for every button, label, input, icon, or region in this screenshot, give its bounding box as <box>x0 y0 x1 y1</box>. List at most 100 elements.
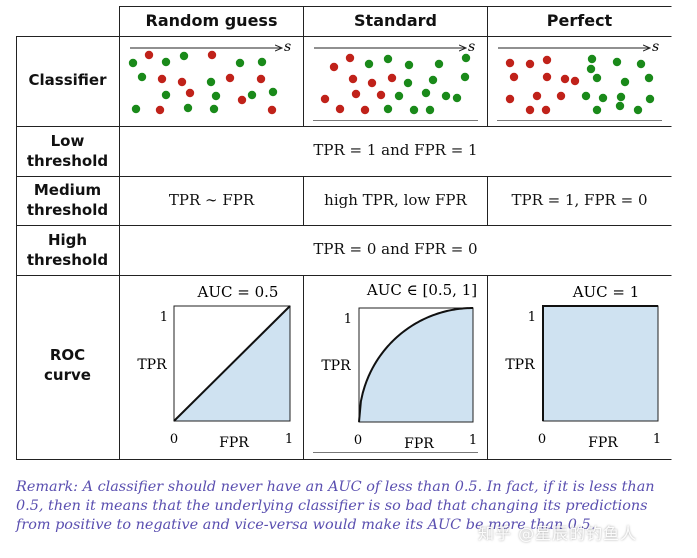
score-axis-label-perfect: s <box>652 39 659 55</box>
negative-dot <box>376 90 386 100</box>
ytick-one-random: 1 <box>160 310 168 325</box>
positive-dot <box>581 91 591 101</box>
roc-summary-table: Random guess Standard Perfect Classifier… <box>16 6 672 460</box>
xtick-zero-standard: 0 <box>354 433 362 448</box>
auc-label-random: AUC = 0.5 <box>197 283 279 301</box>
ytick-one-standard: 1 <box>344 312 352 327</box>
ylabel-random: TPR <box>137 357 167 373</box>
roc-panel-standard: AUC ∈ [0.5, 1] 1 TPR 0 FPR 1 <box>321 281 477 452</box>
negative-dot <box>556 91 566 101</box>
negative-dot <box>509 72 519 82</box>
negative-dot <box>542 55 552 65</box>
positive-dot <box>364 59 374 69</box>
negative-dot <box>345 53 355 63</box>
xlabel-perfect: FPR <box>588 435 618 451</box>
positive-dot <box>425 105 435 115</box>
positive-dot <box>128 58 138 68</box>
medium-standard-cell: high TPR, low FPR <box>324 191 467 209</box>
ylabel-standard: TPR <box>321 358 351 374</box>
negative-dot <box>320 94 330 104</box>
positive-dot <box>235 58 245 68</box>
negative-dot <box>185 88 195 98</box>
positive-dot <box>137 72 147 82</box>
negative-dot <box>505 58 515 68</box>
row-label-roc-line2: curve <box>44 366 91 384</box>
negative-dot <box>542 72 552 82</box>
header-random-guess: Random guess <box>145 11 278 30</box>
xlabel-standard: FPR <box>404 436 434 452</box>
positive-dot <box>383 104 393 114</box>
row-label-medium-line1: Medium <box>33 181 102 199</box>
row-label-low-line1: Low <box>50 132 85 150</box>
positive-dot <box>206 77 216 87</box>
positive-dot <box>211 91 221 101</box>
remark-text: Remark: A classifier should never have a… <box>16 479 655 533</box>
row-label-medium-threshold: Medium threshold <box>16 180 119 220</box>
positive-dot <box>428 75 438 85</box>
roc-curve-standard <box>358 307 474 423</box>
dots-random-guess <box>128 50 278 115</box>
positive-dot <box>645 94 655 104</box>
xtick-zero-random: 0 <box>170 432 178 447</box>
negative-dot <box>207 50 217 60</box>
ylabel-perfect: TPR <box>505 357 535 373</box>
roc-panel-random: AUC = 0.5 1 TPR 0 FPR 1 <box>137 283 293 451</box>
positive-dot <box>461 53 471 63</box>
positive-dot <box>592 105 602 115</box>
xlabel-random: FPR <box>219 435 249 451</box>
xtick-zero-perfect: 0 <box>538 432 546 447</box>
score-axis-label-random: s <box>284 39 291 55</box>
watermark: 知乎 @星辰的钓鱼人 <box>478 524 638 543</box>
negative-dot <box>155 105 165 115</box>
negative-dot <box>256 74 266 84</box>
negative-dot <box>157 74 167 84</box>
roc-curve-perfect <box>542 305 658 421</box>
positive-dot <box>161 57 171 67</box>
positive-dot <box>403 78 413 88</box>
row-label-high-line2: threshold <box>26 251 109 269</box>
positive-dot <box>257 57 267 67</box>
positive-dot <box>586 64 596 74</box>
negative-dot <box>225 73 235 83</box>
positive-dot <box>616 92 626 102</box>
negative-dot <box>144 50 154 60</box>
xtick-one-random: 1 <box>285 432 293 447</box>
positive-dot <box>383 54 393 64</box>
negative-dot <box>348 74 358 84</box>
ytick-one-perfect: 1 <box>528 310 536 325</box>
medium-random-cell: TPR ∼ FPR <box>168 191 255 209</box>
row-label-medium-line2: threshold <box>26 201 109 219</box>
negative-dot <box>541 105 551 115</box>
positive-dot <box>179 51 189 61</box>
positive-dot <box>452 93 462 103</box>
negative-dot <box>367 78 377 88</box>
positive-dot <box>636 59 646 69</box>
positive-dot <box>620 77 630 87</box>
header-perfect: Perfect <box>546 11 613 30</box>
roc-area-standard <box>359 308 473 422</box>
negative-dot <box>505 94 515 104</box>
positive-dot <box>183 103 193 113</box>
negative-dot <box>177 77 187 87</box>
classifier-dot-strips: s s s <box>128 39 659 115</box>
positive-dot <box>612 57 622 67</box>
positive-dot <box>409 105 419 115</box>
score-axis-label-standard: s <box>468 39 475 55</box>
roc-curve-random <box>173 305 291 422</box>
row-label-roc-curve: ROC curve <box>16 345 119 385</box>
positive-dot <box>161 90 171 100</box>
positive-dot <box>615 101 625 111</box>
auc-label-standard: AUC ∈ [0.5, 1] <box>366 281 477 299</box>
dots-standard <box>320 53 471 115</box>
negative-dot <box>387 73 397 83</box>
low-threshold-cell: TPR = 1 and FPR = 1 <box>313 141 478 159</box>
medium-perfect-cell: TPR = 1, FPR = 0 <box>511 191 648 209</box>
row-label-roc-line1: ROC <box>49 346 86 364</box>
negative-dot <box>525 105 535 115</box>
high-threshold-cell: TPR = 0 and FPR = 0 <box>313 240 478 258</box>
xtick-one-standard: 1 <box>469 433 477 448</box>
row-label-high-threshold: High threshold <box>16 230 119 270</box>
row-label-classifier: Classifier <box>28 71 107 89</box>
negative-dot <box>329 62 339 72</box>
positive-dot <box>268 87 278 97</box>
